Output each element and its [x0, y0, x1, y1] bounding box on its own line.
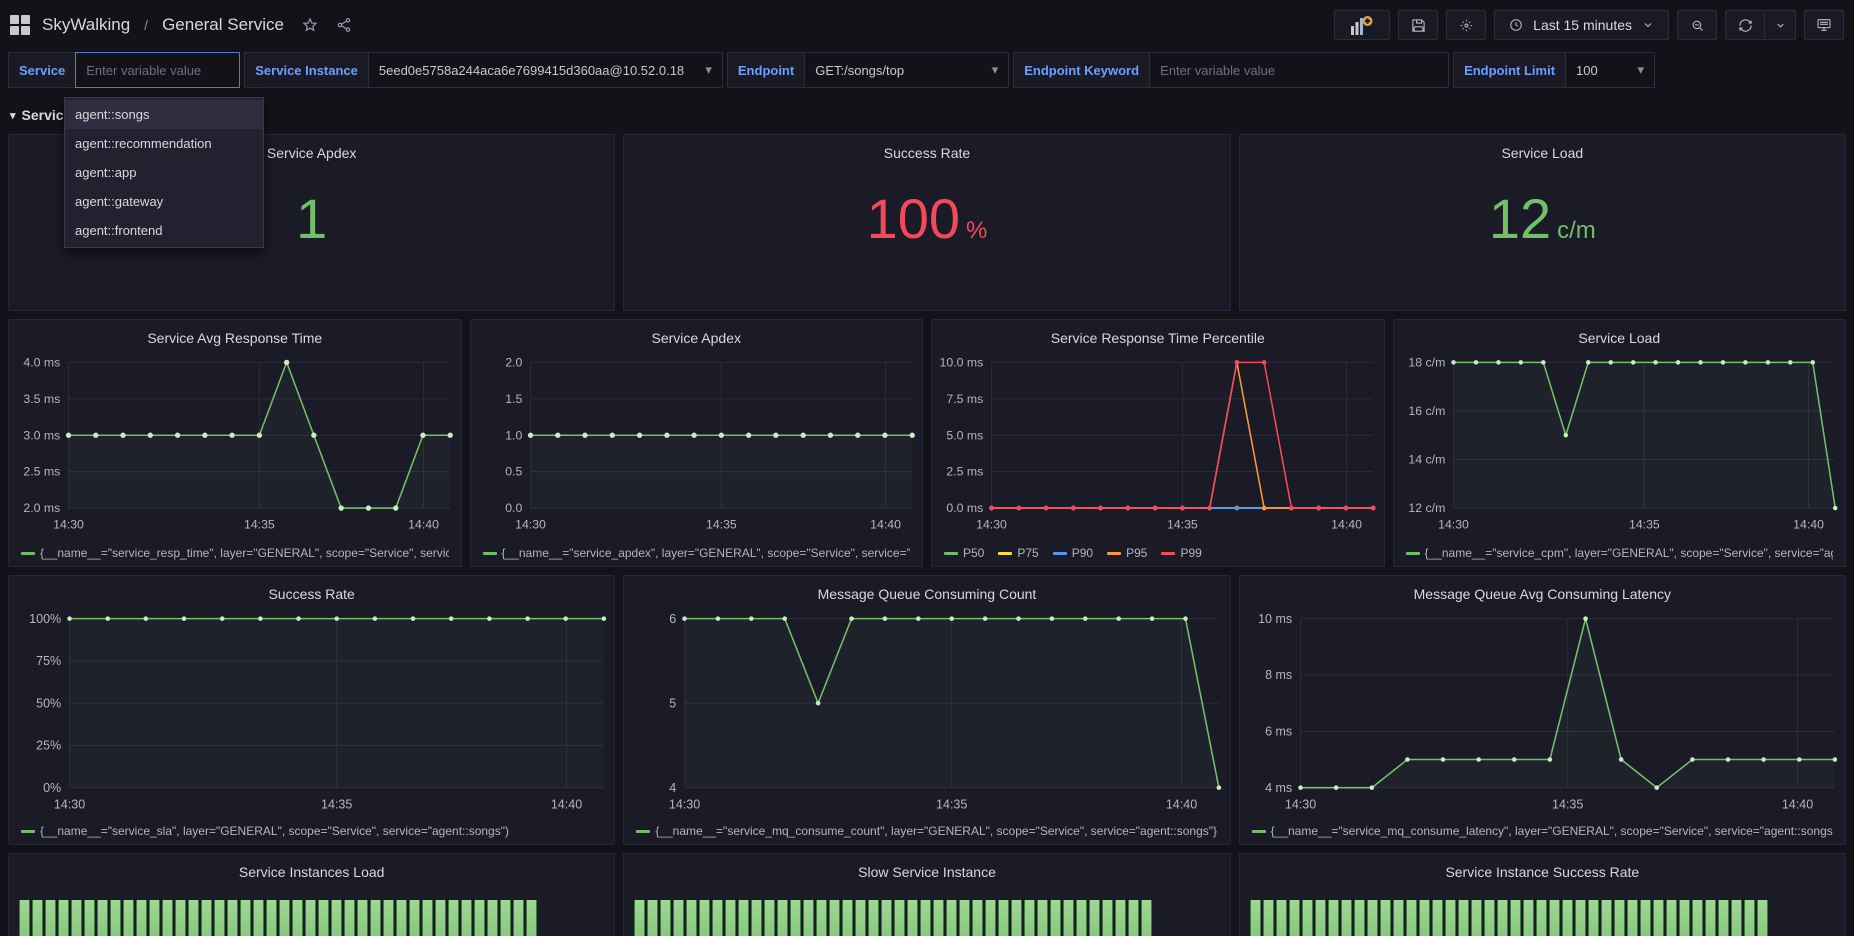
- svg-text:10 ms: 10 ms: [1258, 612, 1292, 626]
- svg-text:5: 5: [670, 696, 677, 710]
- svg-text:14:30: 14:30: [669, 798, 700, 812]
- svg-text:14:35: 14:35: [244, 518, 275, 532]
- svg-text:5.0 ms: 5.0 ms: [946, 428, 983, 442]
- svg-text:14:35: 14:35: [936, 798, 967, 812]
- svg-text:10.0 ms: 10.0 ms: [940, 355, 984, 369]
- svg-text:14:35: 14:35: [1552, 798, 1583, 812]
- svg-text:14:35: 14:35: [705, 518, 736, 532]
- svg-text:12 c/m: 12 c/m: [1408, 501, 1445, 515]
- svg-text:0.0: 0.0: [505, 501, 522, 515]
- svg-text:4 ms: 4 ms: [1265, 781, 1292, 795]
- svg-text:25%: 25%: [36, 739, 61, 753]
- svg-text:4: 4: [670, 781, 677, 795]
- svg-text:2.5 ms: 2.5 ms: [23, 465, 60, 479]
- svg-text:14:40: 14:40: [1793, 518, 1824, 532]
- svg-text:8 ms: 8 ms: [1265, 668, 1292, 682]
- svg-text:14:30: 14:30: [976, 518, 1007, 532]
- svg-text:0%: 0%: [43, 781, 61, 795]
- svg-text:14:40: 14:40: [408, 518, 439, 532]
- svg-text:14:30: 14:30: [515, 518, 546, 532]
- svg-text:14:40: 14:40: [1166, 798, 1197, 812]
- svg-text:1.0: 1.0: [505, 428, 522, 442]
- svg-text:14:30: 14:30: [1285, 798, 1316, 812]
- svg-text:3.5 ms: 3.5 ms: [23, 392, 60, 406]
- svg-text:7.5 ms: 7.5 ms: [946, 392, 983, 406]
- svg-text:50%: 50%: [36, 696, 61, 710]
- svg-text:100%: 100%: [29, 612, 61, 626]
- svg-text:14:30: 14:30: [53, 518, 84, 532]
- svg-text:2.0 ms: 2.0 ms: [23, 501, 60, 515]
- svg-text:18 c/m: 18 c/m: [1408, 355, 1445, 369]
- svg-text:0.5: 0.5: [505, 465, 522, 479]
- svg-text:6 ms: 6 ms: [1265, 725, 1292, 739]
- svg-text:75%: 75%: [36, 654, 61, 668]
- svg-text:14:30: 14:30: [1438, 518, 1469, 532]
- svg-text:6: 6: [670, 612, 677, 626]
- svg-text:14:35: 14:35: [1167, 518, 1198, 532]
- svg-text:14:35: 14:35: [321, 798, 352, 812]
- svg-text:0.0 ms: 0.0 ms: [946, 501, 983, 515]
- svg-text:2.5 ms: 2.5 ms: [946, 465, 983, 479]
- svg-text:16 c/m: 16 c/m: [1408, 404, 1445, 418]
- svg-text:14 c/m: 14 c/m: [1408, 453, 1445, 467]
- svg-text:2.0: 2.0: [505, 355, 522, 369]
- svg-text:14:40: 14:40: [870, 518, 901, 532]
- svg-text:14:40: 14:40: [551, 798, 582, 812]
- svg-text:1.5: 1.5: [505, 392, 522, 406]
- svg-text:14:40: 14:40: [1782, 798, 1813, 812]
- svg-text:4.0 ms: 4.0 ms: [23, 355, 60, 369]
- svg-text:14:35: 14:35: [1628, 518, 1659, 532]
- svg-text:14:30: 14:30: [54, 798, 85, 812]
- svg-text:3.0 ms: 3.0 ms: [23, 428, 60, 442]
- svg-text:14:40: 14:40: [1331, 518, 1362, 532]
